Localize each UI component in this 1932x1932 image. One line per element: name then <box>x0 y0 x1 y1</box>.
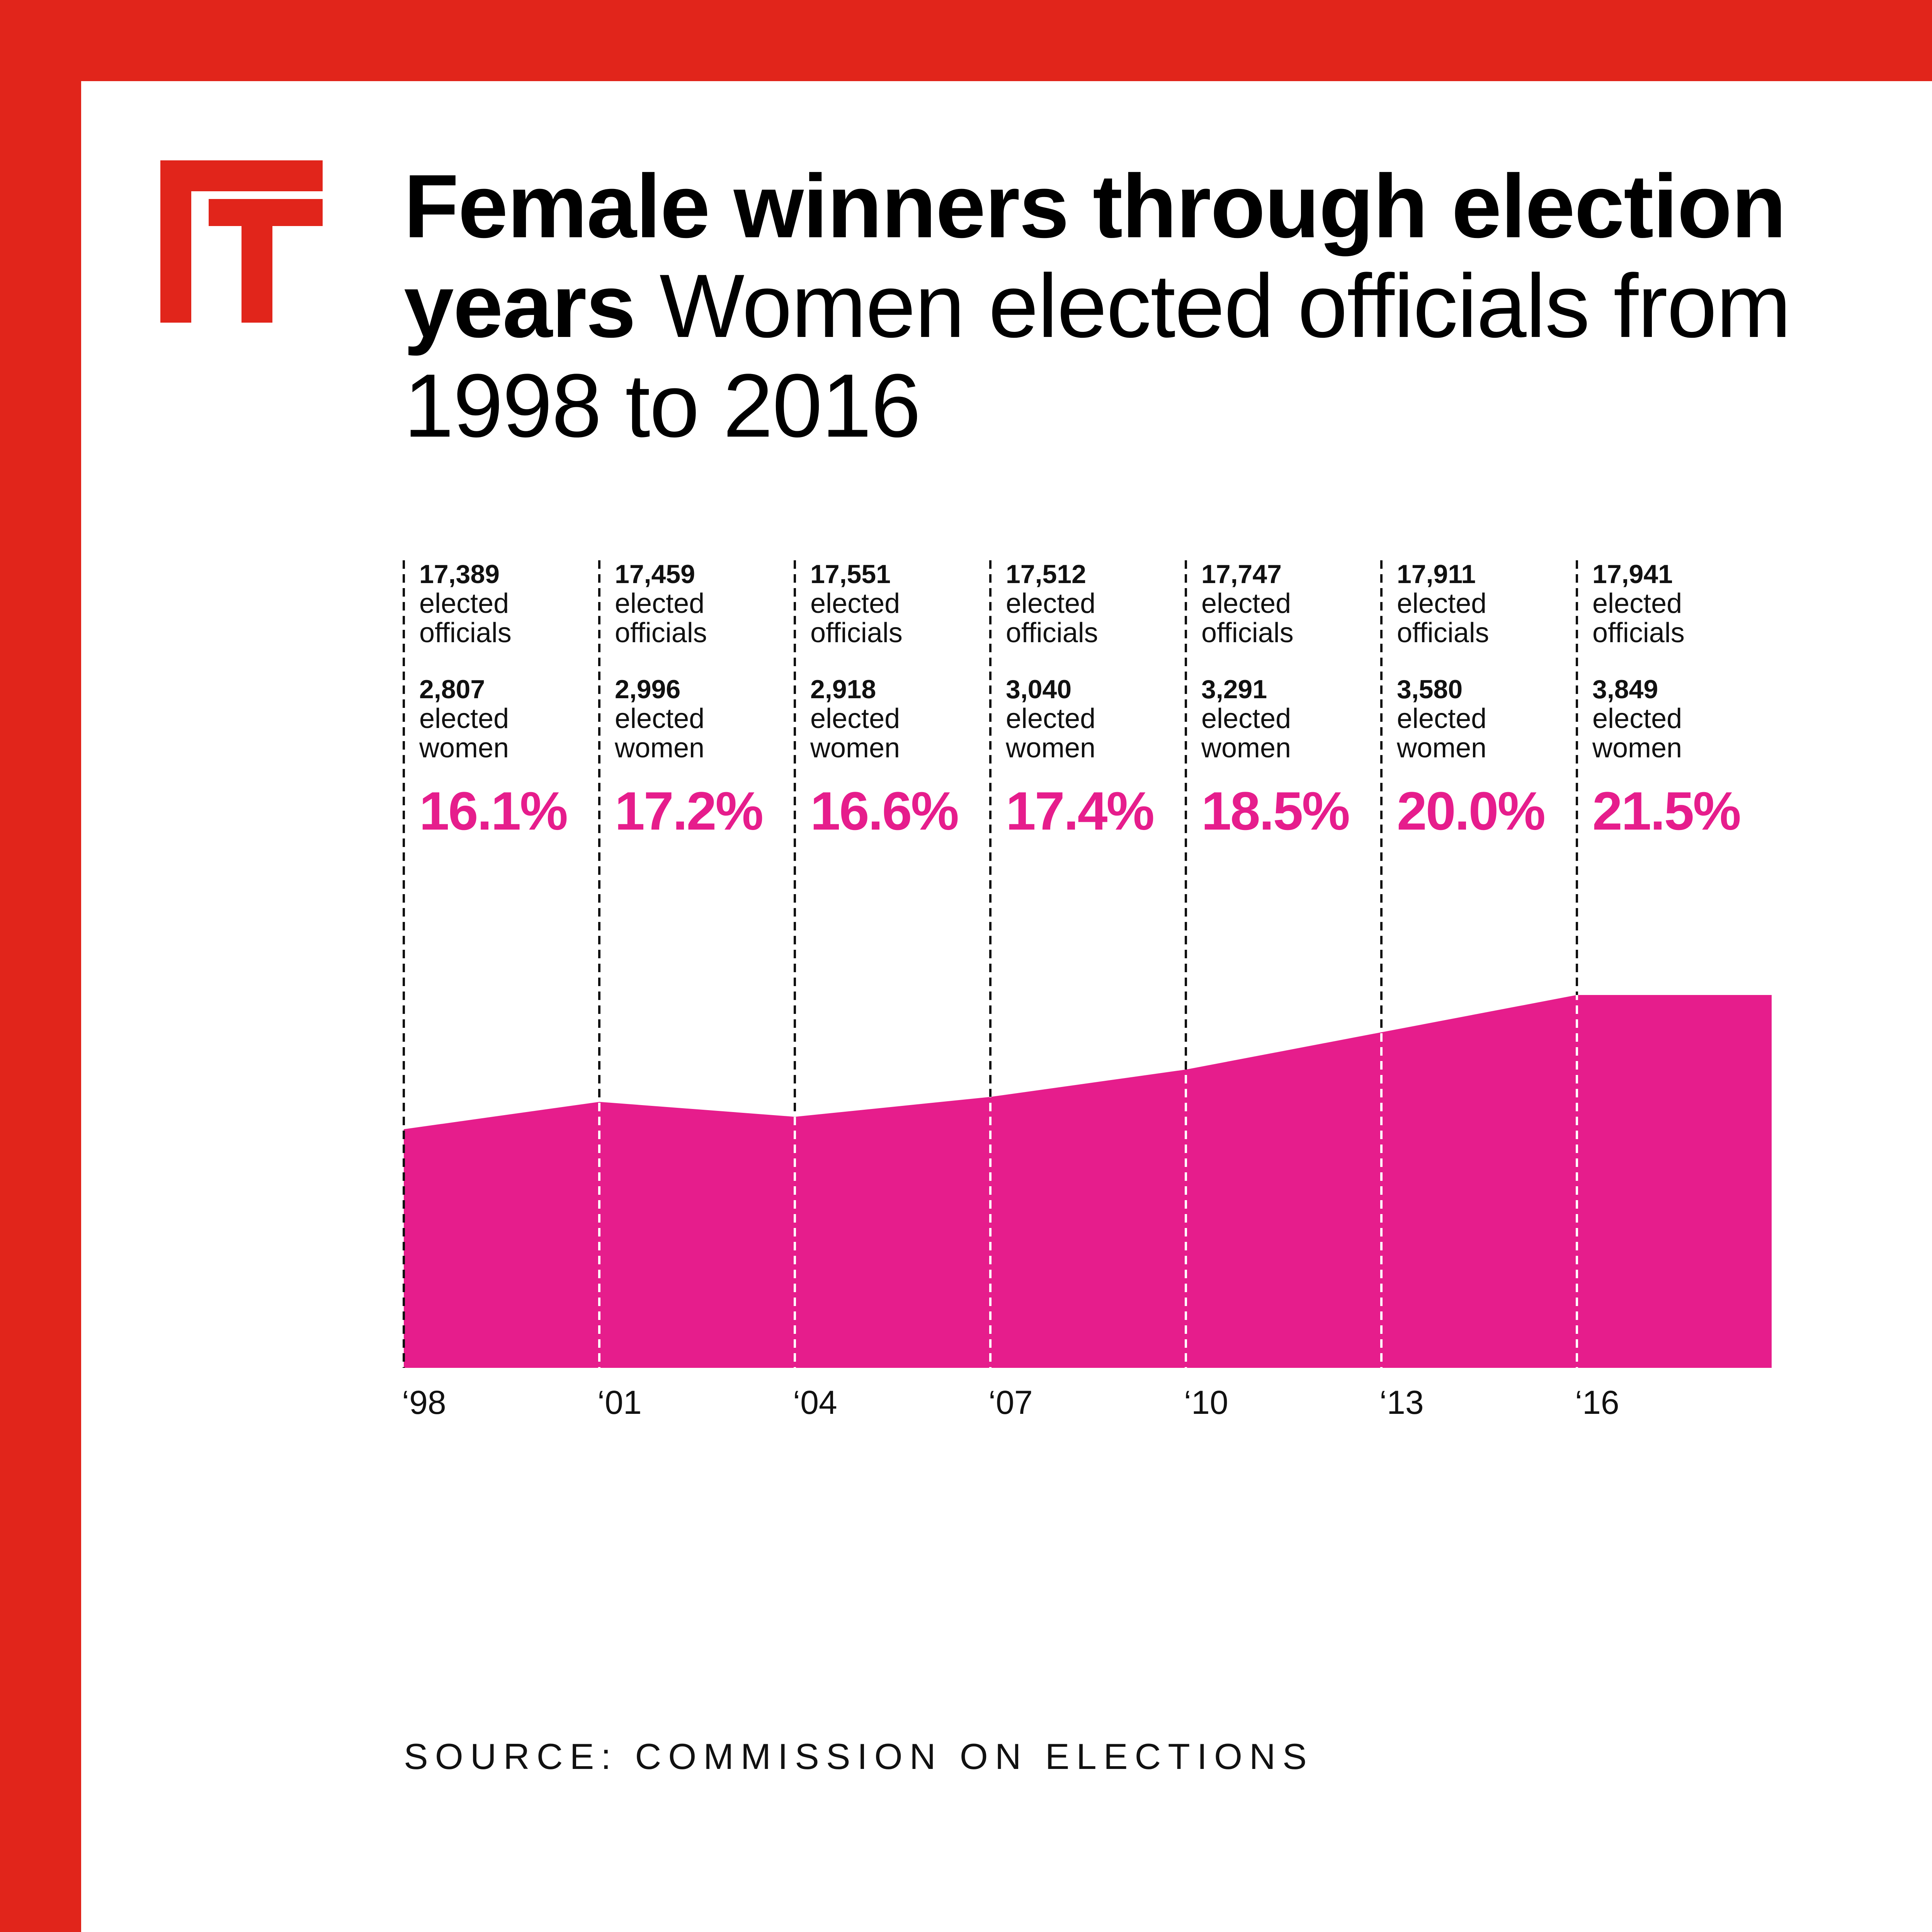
women-label: elected <box>419 704 605 733</box>
column-label: 17,551 elected officials 2,918 elected women 1… <box>810 560 996 840</box>
officials-count: 17,459 <box>615 560 800 589</box>
x-tick-label: ‘01 <box>597 1385 642 1420</box>
women-count: 3,291 <box>1201 675 1387 704</box>
officials-label: elected <box>1201 589 1387 618</box>
officials-label: officials <box>615 618 800 648</box>
women-label: women <box>1592 733 1778 763</box>
x-tick-label: ‘10 <box>1184 1385 1228 1420</box>
women-label: women <box>615 733 800 763</box>
percent-label: 16.6% <box>810 782 996 840</box>
percent-label: 18.5% <box>1201 782 1387 840</box>
women-label: women <box>1201 733 1387 763</box>
percent-label: 20.0% <box>1397 782 1582 840</box>
officials-label: officials <box>1397 618 1582 648</box>
officials-label: officials <box>419 618 605 648</box>
officials-label: officials <box>1006 618 1191 648</box>
officials-label: officials <box>1201 618 1387 648</box>
officials-label: elected <box>419 589 605 618</box>
women-count: 2,807 <box>419 675 605 704</box>
column-label: 17,459 elected officials 2,996 elected women 1… <box>615 560 800 840</box>
officials-count: 17,911 <box>1397 560 1582 589</box>
women-label: elected <box>1592 704 1778 733</box>
women-count: 3,849 <box>1592 675 1778 704</box>
source-note: SOURCE: COMMISSION ON ELECTIONS <box>404 1736 1314 1777</box>
officials-label: elected <box>1397 589 1582 618</box>
officials-label: officials <box>810 618 996 648</box>
women-count: 2,996 <box>615 675 800 704</box>
officials-label: elected <box>1592 589 1778 618</box>
percent-label: 17.4% <box>1006 782 1191 840</box>
column-label: 17,512 elected officials 3,040 elected women 1… <box>1006 560 1191 840</box>
officials-label: elected <box>1006 589 1191 618</box>
women-label: women <box>1397 733 1582 763</box>
column-label: 17,941 elected officials 3,849 elected women 2… <box>1592 560 1778 840</box>
officials-count: 17,551 <box>810 560 996 589</box>
women-label: elected <box>810 704 996 733</box>
x-tick-label: ‘98 <box>402 1385 446 1420</box>
x-tick-label: ‘04 <box>793 1385 837 1420</box>
women-count: 3,040 <box>1006 675 1191 704</box>
column-label: 17,389 elected officials 2,807 elected women 1… <box>419 560 605 840</box>
officials-count: 17,941 <box>1592 560 1778 589</box>
officials-label: elected <box>810 589 996 618</box>
officials-count: 17,512 <box>1006 560 1191 589</box>
women-label: women <box>810 733 996 763</box>
column-label: 17,747 elected officials 3,291 elected women 1… <box>1201 560 1387 840</box>
women-count: 3,580 <box>1397 675 1582 704</box>
x-tick-label: ‘07 <box>988 1385 1033 1420</box>
women-label: elected <box>615 704 800 733</box>
x-tick-label: ‘16 <box>1575 1385 1619 1420</box>
percent-label: 16.1% <box>419 782 605 840</box>
x-tick-label: ‘13 <box>1379 1385 1424 1420</box>
percent-label: 17.2% <box>615 782 800 840</box>
women-count: 2,918 <box>810 675 996 704</box>
officials-label: elected <box>615 589 800 618</box>
officials-label: officials <box>1592 618 1778 648</box>
percent-label: 21.5% <box>1592 782 1778 840</box>
women-label: elected <box>1201 704 1387 733</box>
women-label: women <box>419 733 605 763</box>
officials-count: 17,747 <box>1201 560 1387 589</box>
women-label: elected <box>1006 704 1191 733</box>
women-label: women <box>1006 733 1191 763</box>
column-label: 17,911 elected officials 3,580 elected women 2… <box>1397 560 1582 840</box>
women-label: elected <box>1397 704 1582 733</box>
area-series <box>404 995 1772 1368</box>
officials-count: 17,389 <box>419 560 605 589</box>
